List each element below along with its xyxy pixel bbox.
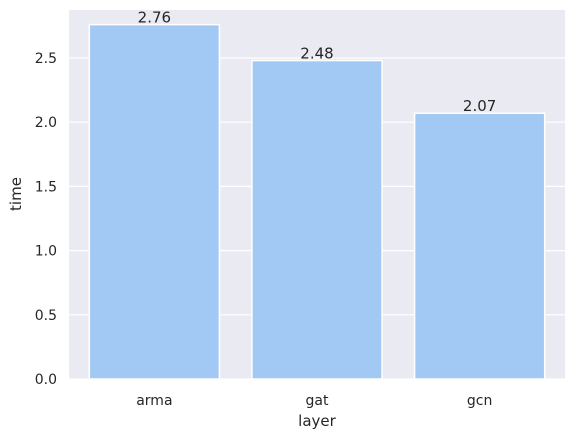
y-tick-label: 0.0	[35, 372, 57, 388]
y-tick-label: 2.0	[35, 115, 57, 131]
data-label-arma: 2.76	[138, 9, 171, 27]
x-axis-ticks: arma gat gcn	[136, 393, 492, 409]
y-axis-ticks: 0.0 0.5 1.0 1.5 2.0 2.5	[35, 51, 57, 388]
y-tick-label: 0.5	[35, 308, 57, 324]
data-labels: 2.76 2.48 2.07	[138, 9, 497, 116]
bar-gat	[251, 59, 383, 380]
x-tick-label-arma: arma	[136, 393, 172, 409]
bar-gcn	[413, 112, 546, 380]
bar-arma	[88, 23, 221, 380]
data-label-gat: 2.48	[300, 45, 333, 63]
x-tick-label-gcn: gcn	[467, 393, 492, 409]
data-label-gcn: 2.07	[463, 97, 496, 115]
y-tick-label: 1.5	[35, 179, 57, 195]
bars	[88, 23, 546, 380]
y-axis-label: time	[7, 177, 25, 211]
x-tick-label-gat: gat	[306, 393, 329, 409]
y-tick-label: 1.0	[35, 244, 57, 260]
x-axis-label: layer	[298, 412, 336, 430]
y-tick-label: 2.5	[35, 51, 57, 67]
